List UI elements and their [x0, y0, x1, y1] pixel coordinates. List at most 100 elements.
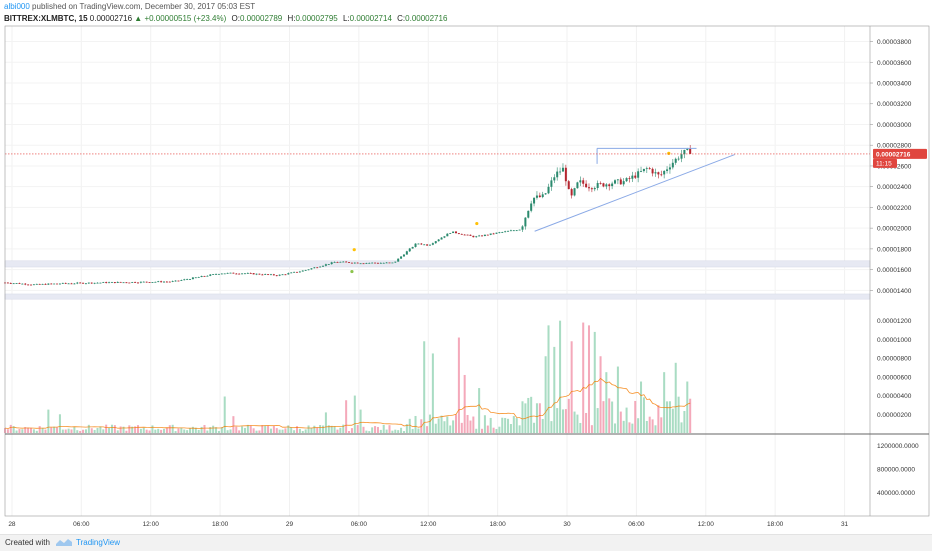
candle-body	[252, 273, 255, 275]
candle-body	[113, 282, 116, 283]
volume-bar	[579, 422, 582, 433]
volume-bar	[220, 427, 223, 433]
candle-body	[162, 281, 166, 283]
candle-body	[576, 182, 579, 189]
volume-tick-label: 0.00000600	[877, 374, 912, 381]
candle-body	[376, 262, 379, 264]
candle-body	[307, 269, 310, 271]
volume-bar	[544, 356, 547, 433]
candle-body	[154, 281, 157, 283]
candle-body	[9, 283, 12, 284]
volume-bar	[330, 425, 333, 433]
volume-bar	[168, 425, 171, 433]
price-chart[interactable]: 0.00003800 0.00003600 0.00003400 0.00003200…	[0, 24, 932, 534]
signal-marker-dot	[352, 248, 356, 252]
candle-body	[339, 261, 342, 263]
candle-body	[180, 280, 183, 281]
symbol-name: BITTREX:XLMBTC, 15	[4, 14, 88, 23]
candle-body	[165, 281, 168, 283]
volume-bar	[648, 416, 651, 433]
candle-body	[521, 226, 524, 230]
candle-body	[44, 283, 47, 285]
volume-tick-label: 0.00000400	[877, 393, 912, 400]
time-tick-label: 06:00	[351, 521, 368, 528]
candle-body	[454, 231, 458, 234]
last-price: 0.00002716	[89, 14, 133, 23]
volume-bar	[258, 430, 261, 433]
volume-bar	[206, 430, 209, 433]
volume-bar	[489, 417, 492, 433]
candle-body	[12, 283, 15, 285]
candle-body	[125, 282, 128, 284]
volume-bar	[379, 429, 382, 433]
trendline[interactable]	[534, 154, 735, 232]
time-axis[interactable]: 28 06:00 12:00 18:00 29 06:00 12:00 18:00 30 06:0…	[8, 521, 848, 528]
time-tick-label: 18:00	[767, 521, 784, 528]
volume-bar	[162, 428, 166, 433]
high-value: 0.00002795	[295, 14, 338, 23]
price-change: ▲ +0.00000515 (+23.4%)	[134, 14, 227, 23]
candle-body	[15, 283, 18, 284]
volume-bar	[64, 429, 67, 433]
volume-bar	[616, 366, 619, 433]
candle-body	[284, 274, 287, 276]
candle-body	[660, 174, 663, 176]
candle-body	[541, 194, 544, 198]
volume-bar	[342, 424, 345, 433]
volume-bar	[666, 401, 669, 433]
candle-body	[547, 186, 550, 194]
volume-bar	[119, 426, 122, 433]
candle-body	[507, 230, 510, 232]
candle-body	[350, 262, 353, 264]
volume-bar	[6, 429, 9, 433]
candle-body	[353, 262, 356, 264]
candle-body	[128, 282, 131, 284]
volume-bar	[30, 427, 33, 433]
volume-bar	[252, 428, 255, 433]
candle-body	[295, 271, 299, 273]
volume-bar	[457, 337, 460, 433]
candle-body	[200, 275, 203, 278]
time-tick-label: 12:00	[143, 521, 160, 528]
volume-bar	[492, 427, 495, 433]
candle-body	[362, 263, 365, 265]
candle-body	[518, 229, 521, 231]
candle-body	[348, 262, 351, 263]
candle-body	[437, 239, 440, 242]
candle-body	[431, 243, 434, 245]
volume-bar	[382, 424, 385, 433]
candle-body	[605, 184, 608, 187]
volume-bar	[157, 428, 160, 433]
volume-bar	[368, 431, 371, 433]
volume-bar	[437, 418, 440, 433]
candle-body	[157, 281, 160, 283]
volume-bar	[414, 415, 417, 433]
candle-body	[434, 241, 437, 244]
volume-bar	[298, 428, 301, 433]
candle-body	[24, 283, 27, 285]
price-tick-label: 0.00002400	[877, 184, 912, 191]
candle-body	[333, 262, 336, 263]
candle-body	[264, 274, 267, 275]
candle-body	[278, 274, 281, 276]
volume-bar	[139, 428, 142, 433]
tradingview-brand-link[interactable]: TradingView	[76, 538, 121, 547]
trendlines[interactable]	[534, 147, 735, 232]
volume-bar	[599, 356, 602, 433]
volume-tick-label: 0.00001200	[877, 318, 912, 325]
candle-body	[570, 189, 573, 196]
volume-bar	[483, 415, 486, 433]
candle-body	[457, 233, 460, 234]
volume-bar	[446, 416, 449, 433]
candle-body	[246, 273, 249, 274]
candle-body	[663, 170, 666, 175]
candle-body	[489, 233, 492, 235]
volume-bar	[521, 401, 524, 433]
volume-bar	[281, 429, 284, 433]
author-name[interactable]: albi000	[4, 2, 30, 11]
last-price-badge	[873, 148, 927, 159]
candle-body	[634, 175, 637, 178]
candle-body	[573, 188, 576, 196]
candle-body	[293, 271, 296, 273]
high-label: H:	[287, 14, 296, 23]
